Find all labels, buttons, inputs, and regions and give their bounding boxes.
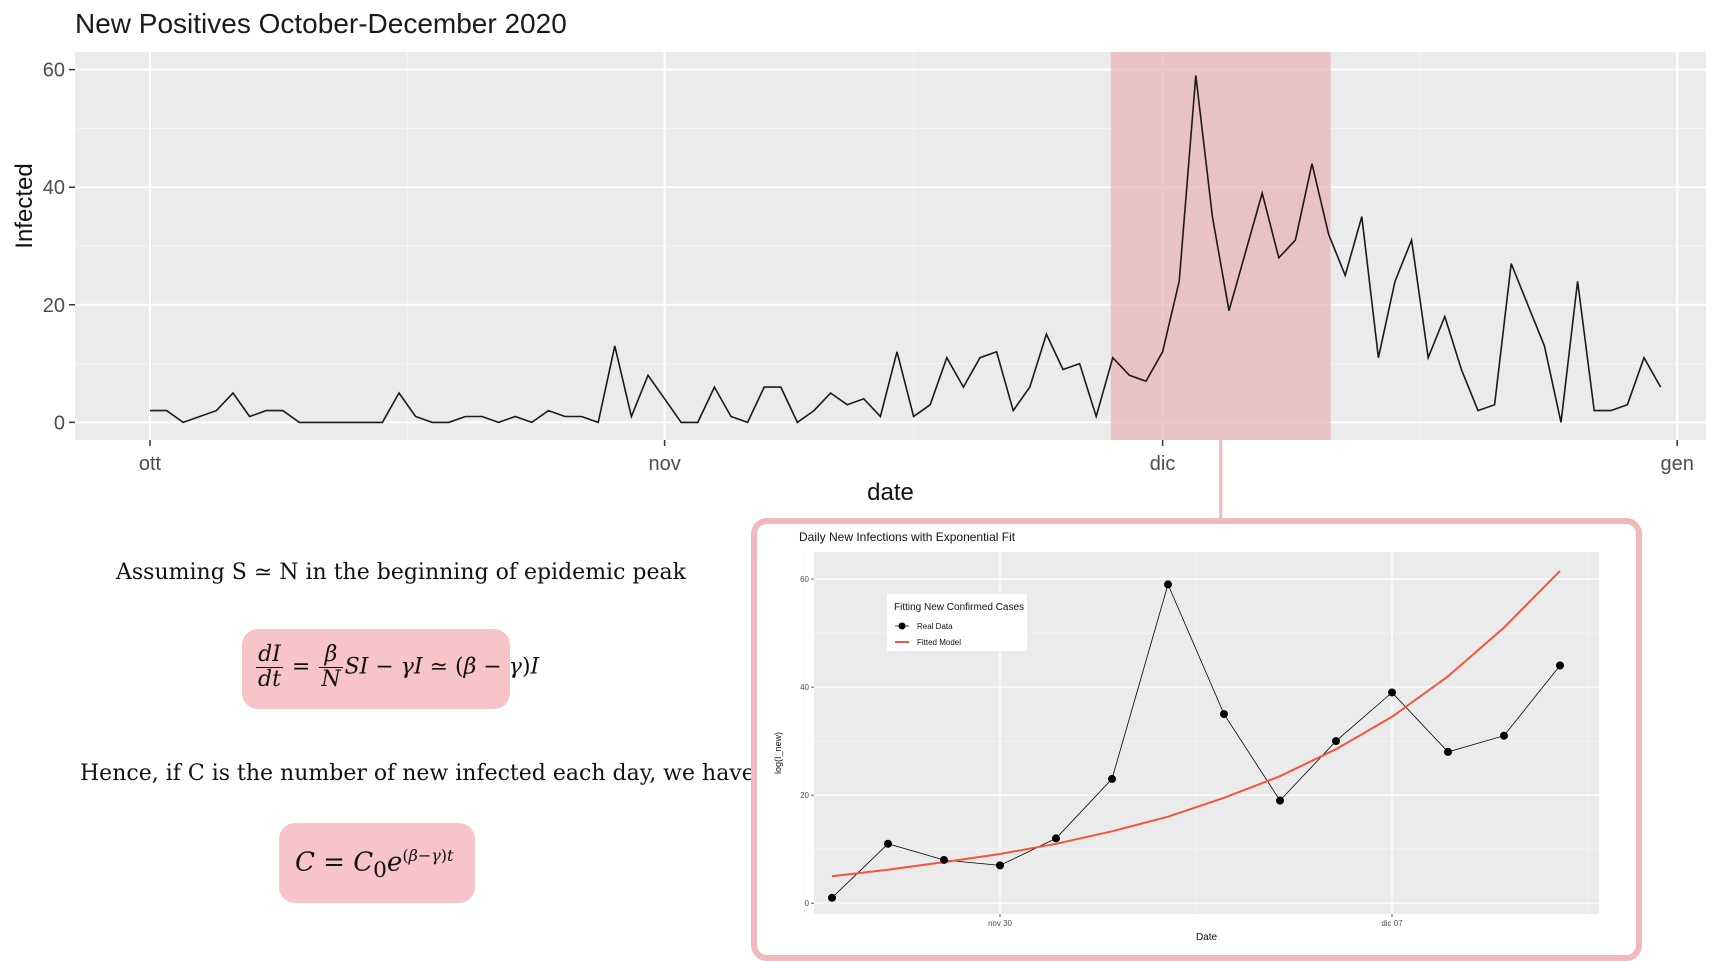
- main-chart: 0 20 40 60 ott nov dic gen date Infected: [11, 52, 1706, 518]
- inset-x-axis-label: Date: [1196, 932, 1218, 943]
- y-axis-label: Infected: [11, 163, 38, 248]
- real-data-point: [828, 893, 836, 902]
- inset-title: Daily New Infections with Exponential Fi…: [799, 530, 1016, 544]
- y-tick-label: 40: [43, 177, 65, 199]
- inset-legend: Fitting New Confirmed Cases Real Data Fitt…: [887, 594, 1027, 651]
- real-data-point: [1444, 747, 1452, 756]
- x-tick-label: dic: [1150, 453, 1176, 475]
- chart-title: New Positives October-December 2020: [75, 8, 567, 39]
- inset-x-tick-label: nov 30: [988, 919, 1013, 928]
- equation-exponential: C = C0e(β−γ)t: [295, 846, 454, 883]
- y-tick-label: 0: [54, 412, 65, 434]
- y-tick-label: 20: [43, 295, 65, 317]
- y-tick-label: 60: [43, 60, 65, 82]
- real-data-point: [1332, 737, 1340, 746]
- equation-box-exponential: C = C0e(β−γ)t: [279, 823, 475, 903]
- legend-key-real-point: [898, 622, 906, 630]
- legend-entry-fit: Fitted Model: [917, 638, 961, 647]
- fitted-model-line: [831, 570, 1561, 878]
- legend-title: Fitting New Confirmed Cases: [894, 602, 1024, 613]
- inset-y-tick-label: 60: [800, 575, 809, 584]
- real-data-point: [1220, 710, 1228, 719]
- inset-y-tick-label: 40: [800, 683, 809, 692]
- inset-x-tick-label: dic 07: [1381, 919, 1403, 928]
- inset-y-tick-label: 0: [805, 899, 810, 908]
- x-tick-label: nov: [648, 453, 680, 475]
- real-data-point: [1108, 774, 1116, 783]
- series-line: [150, 75, 1662, 424]
- highlight-region: [1110, 52, 1331, 440]
- real-data-point: [1052, 834, 1060, 843]
- equation-box-sir: dI dt = β N SI − γI ≃ (β − γ)I: [242, 629, 539, 709]
- real-data-point: [996, 861, 1004, 870]
- inset-y-tick-label: 20: [800, 791, 809, 800]
- real-data-point: [1164, 580, 1172, 589]
- assumption-text: Assuming S ≃ N in the beginning of epide…: [116, 560, 686, 585]
- legend-box: [887, 594, 1027, 651]
- legend-entry-real: Real Data: [917, 622, 953, 631]
- real-data-point: [1500, 731, 1508, 740]
- inset-chart: Daily New Infections with Exponential Fi…: [773, 530, 1599, 943]
- real-data-point: [1276, 796, 1284, 805]
- real-data-point: [884, 839, 892, 848]
- equation-sir: dI dt = β N SI − γI ≃ (β − γ)I: [256, 642, 540, 692]
- real-data-point: [1388, 688, 1396, 697]
- x-tick-label: gen: [1661, 453, 1694, 475]
- inset-y-axis-label: log(I_new): [773, 732, 783, 774]
- real-data-point: [1556, 661, 1564, 670]
- x-tick-label: ott: [139, 453, 162, 475]
- hence-text: Hence, if C is the number of new infecte…: [80, 761, 755, 786]
- inset-chart-frame: Daily New Infections with Exponential Fi…: [751, 518, 1642, 961]
- x-axis-label: date: [867, 479, 914, 506]
- real-data-point: [940, 855, 948, 864]
